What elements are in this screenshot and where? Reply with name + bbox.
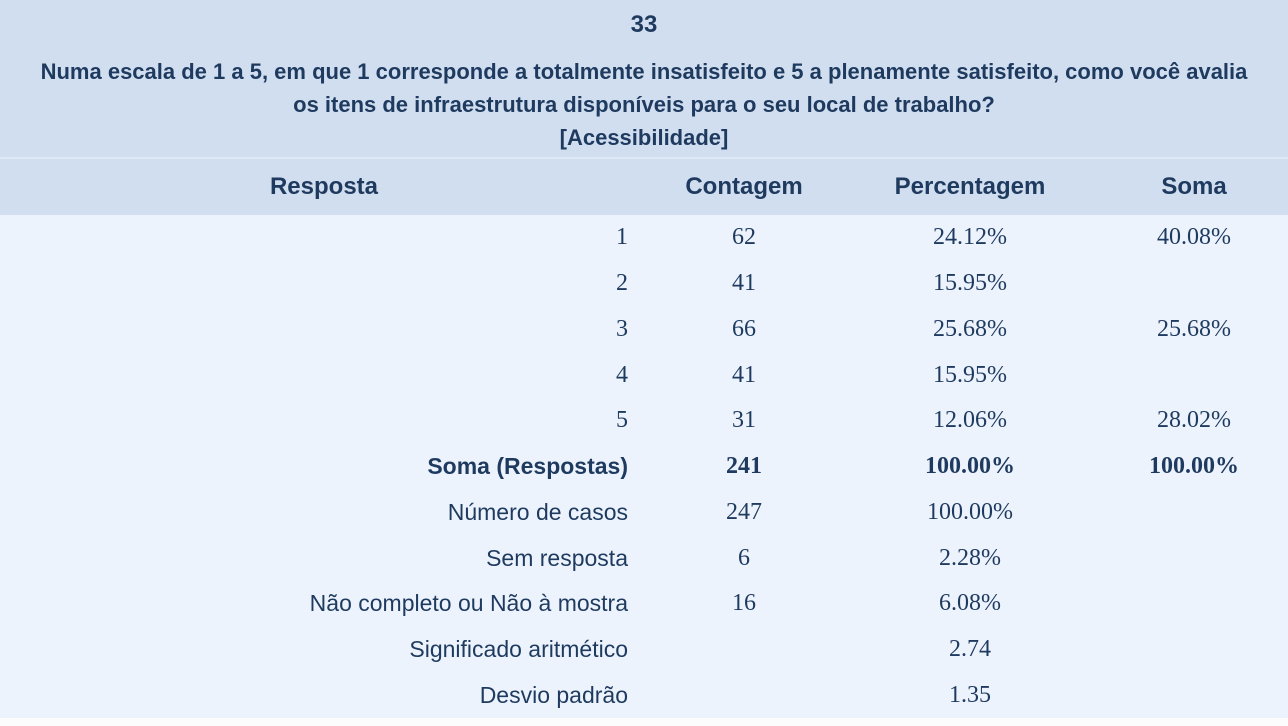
sum-cell: 40.08% [1157, 224, 1231, 251]
percent-cell: 100.00% [927, 498, 1013, 525]
table-row: 4 41 15.95% [0, 352, 1288, 398]
response-cell: Número de casos [447, 498, 628, 525]
count-cell: 31 [732, 407, 756, 434]
question-number: 33 [630, 11, 658, 38]
response-cell: Não completo ou Não à mostra [309, 590, 628, 617]
response-cell: Significado aritmético [409, 635, 628, 662]
percent-cell: 24.12% [933, 224, 1007, 251]
column-header-contagem: Contagem [685, 173, 803, 200]
table-row: Desvio padrão 1.35 [0, 672, 1288, 718]
percent-cell: 2.74 [949, 635, 991, 662]
count-cell: 41 [732, 361, 756, 388]
percent-cell: 6.08% [939, 590, 1001, 617]
question-header: 33 Numa escala de 1 a 5, em que 1 corres… [0, 0, 1288, 157]
table-header-row: Resposta Contagem Percentagem Soma [0, 157, 1288, 215]
percent-cell: 100.00% [925, 453, 1015, 480]
response-cell: Soma (Respostas) [427, 453, 628, 480]
table-row: 5 31 12.06% 28.02% [0, 398, 1288, 444]
sum-cell: 28.02% [1157, 407, 1231, 434]
column-header-soma: Soma [1161, 173, 1227, 200]
bottom-strip [0, 718, 1288, 726]
percent-cell: 15.95% [933, 361, 1007, 388]
percent-cell: 25.68% [933, 315, 1007, 342]
table-row: 3 66 25.68% 25.68% [0, 306, 1288, 352]
percent-cell: 1.35 [949, 681, 991, 708]
percent-cell: 15.95% [933, 270, 1007, 297]
table-row: 2 41 15.95% [0, 261, 1288, 307]
table-row: Soma (Respostas) 241 100.00% 100.00% [0, 444, 1288, 490]
question-subtitle: [Acessibilidade] [559, 125, 729, 150]
count-cell: 16 [732, 590, 756, 617]
response-cell: 4 [616, 361, 628, 388]
response-cell: 5 [616, 407, 628, 434]
column-header-resposta: Resposta [269, 173, 379, 200]
count-cell: 41 [732, 270, 756, 297]
response-cell: Sem resposta [486, 544, 628, 571]
count-cell: 62 [732, 224, 756, 251]
count-cell: 241 [726, 453, 762, 480]
response-cell: 2 [616, 270, 628, 297]
percent-cell: 2.28% [939, 544, 1001, 571]
table-body: 1 62 24.12% 40.08% 2 41 15.95% 3 66 25.68% 25.68% 4… [0, 215, 1288, 718]
table-row: 1 62 24.12% 40.08% [0, 215, 1288, 261]
table-row: Não completo ou Não à mostra 16 6.08% [0, 581, 1288, 627]
sum-cell: 100.00% [1149, 453, 1239, 480]
question-text: Numa escala de 1 a 5, em que 1 correspon… [40, 59, 1248, 117]
column-header-percentagem: Percentagem [894, 173, 1046, 200]
response-cell: Desvio padrão [479, 681, 628, 708]
table-row: Significado aritmético 2.74 [0, 627, 1288, 673]
sum-cell: 25.68% [1157, 315, 1231, 342]
count-cell: 6 [738, 544, 750, 571]
response-cell: 1 [616, 224, 628, 251]
percent-cell: 12.06% [933, 407, 1007, 434]
count-cell: 247 [726, 498, 762, 525]
table-row: Sem resposta 6 2.28% [0, 535, 1288, 581]
table-row: Número de casos 247 100.00% [0, 489, 1288, 535]
count-cell: 66 [732, 315, 756, 342]
response-cell: 3 [616, 315, 628, 342]
